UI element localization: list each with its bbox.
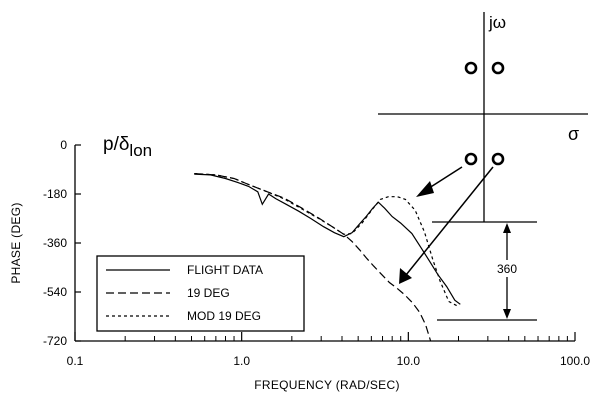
legend-label-mod-19-deg: MOD 19 DEG [187,309,261,323]
pole-lower-left [464,152,478,166]
span-arrowhead-bottom [503,309,511,319]
legend-label-19-deg: 19 DEG [187,286,230,300]
series-layer [194,173,461,342]
span-label: 360 [497,262,517,276]
series-line-19-deg [194,173,432,342]
legend-item-19-deg: 19 DEG [106,286,230,300]
legend: FLIGHT DATA 19 DEG MOD 19 DEG [96,255,305,332]
y-axis-label: PHASE (DEG) [9,202,23,283]
jw-label: jω [488,13,506,32]
arrow-to-19deg-curve [405,166,494,276]
pole-zero-diagram: jω σ [378,12,588,222]
x-ticks: 0.1 1.0 10.0 100.0 [67,332,590,368]
series-line-flight-data [194,173,461,305]
arrow-to-mod-curve [425,166,463,191]
legend-label-flight-data: FLIGHT DATA [187,263,263,277]
y-tick-label: -360 [43,236,67,250]
y-tick-label: 0 [60,138,67,152]
chart-title-main: p/δ [103,134,129,155]
pole-upper-left [464,61,478,75]
legend-item-flight-data: FLIGHT DATA [106,263,263,277]
pole-arrows [399,166,494,284]
y-tick-label: -540 [43,285,67,299]
span-indicator-360: 360 [432,221,537,321]
legend-item-mod-19-deg: MOD 19 DEG [106,309,261,323]
sigma-label: σ [568,124,579,144]
chart-title: p/δlon [103,134,152,160]
chart-title-subscript: lon [129,141,152,160]
arrowhead-mod-curve [416,181,434,197]
y-tick-label: -180 [43,187,67,201]
pole-upper-right [491,61,505,75]
series-line-mod-19-deg [194,173,457,307]
x-tick-label: 0.1 [67,354,84,368]
x-tick-label: 1.0 [233,354,250,368]
x-axis-label: FREQUENCY (RAD/SEC) [254,378,400,392]
span-arrowhead-top [503,223,511,233]
x-tick-label: 10.0 [397,354,421,368]
y-ticks: 0 -180 -360 -540 -720 [43,138,81,348]
arrowhead-19deg-curve [399,268,412,284]
y-tick-label: -720 [43,334,67,348]
pole-lower-right [491,152,505,166]
span-label-background [492,260,522,277]
x-tick-label: 100.0 [560,354,590,368]
